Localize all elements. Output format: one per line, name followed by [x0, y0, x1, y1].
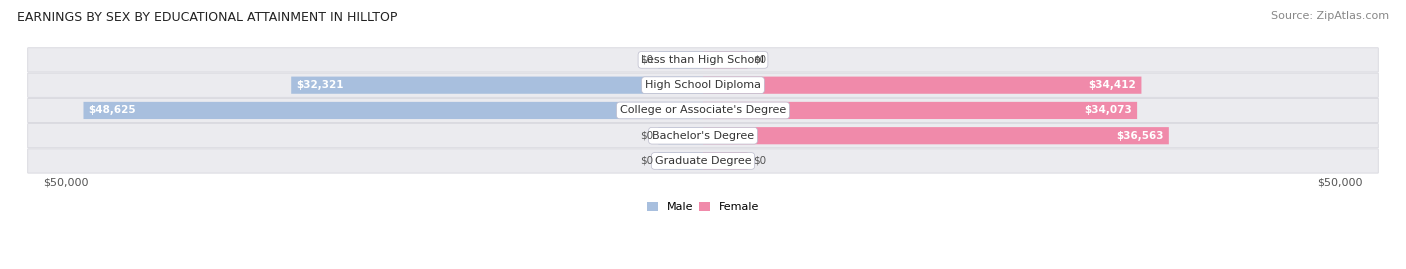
Text: $48,625: $48,625 [89, 105, 136, 115]
FancyBboxPatch shape [28, 73, 1378, 97]
Text: College or Associate's Degree: College or Associate's Degree [620, 105, 786, 115]
FancyBboxPatch shape [703, 102, 1137, 119]
FancyBboxPatch shape [28, 48, 1378, 72]
Text: $36,563: $36,563 [1116, 131, 1164, 141]
FancyBboxPatch shape [658, 127, 703, 144]
Text: Source: ZipAtlas.com: Source: ZipAtlas.com [1271, 11, 1389, 21]
Text: $32,321: $32,321 [297, 80, 344, 90]
Text: Less than High School: Less than High School [641, 55, 765, 65]
FancyBboxPatch shape [83, 102, 703, 119]
Text: $0: $0 [640, 131, 654, 141]
Text: High School Diploma: High School Diploma [645, 80, 761, 90]
FancyBboxPatch shape [28, 98, 1378, 123]
FancyBboxPatch shape [658, 152, 703, 169]
FancyBboxPatch shape [658, 51, 703, 69]
FancyBboxPatch shape [703, 127, 1168, 144]
FancyBboxPatch shape [703, 152, 748, 169]
Text: $0: $0 [752, 55, 766, 65]
Text: Graduate Degree: Graduate Degree [655, 156, 751, 166]
Text: $34,412: $34,412 [1088, 80, 1136, 90]
Text: $0: $0 [752, 156, 766, 166]
Text: Bachelor's Degree: Bachelor's Degree [652, 131, 754, 141]
FancyBboxPatch shape [703, 77, 1142, 94]
FancyBboxPatch shape [703, 51, 748, 69]
Text: EARNINGS BY SEX BY EDUCATIONAL ATTAINMENT IN HILLTOP: EARNINGS BY SEX BY EDUCATIONAL ATTAINMEN… [17, 11, 398, 24]
Legend: Male, Female: Male, Female [647, 202, 759, 212]
Text: $34,073: $34,073 [1084, 105, 1132, 115]
Text: $0: $0 [640, 156, 654, 166]
Text: $0: $0 [640, 55, 654, 65]
FancyBboxPatch shape [28, 123, 1378, 148]
FancyBboxPatch shape [28, 149, 1378, 173]
FancyBboxPatch shape [291, 77, 703, 94]
